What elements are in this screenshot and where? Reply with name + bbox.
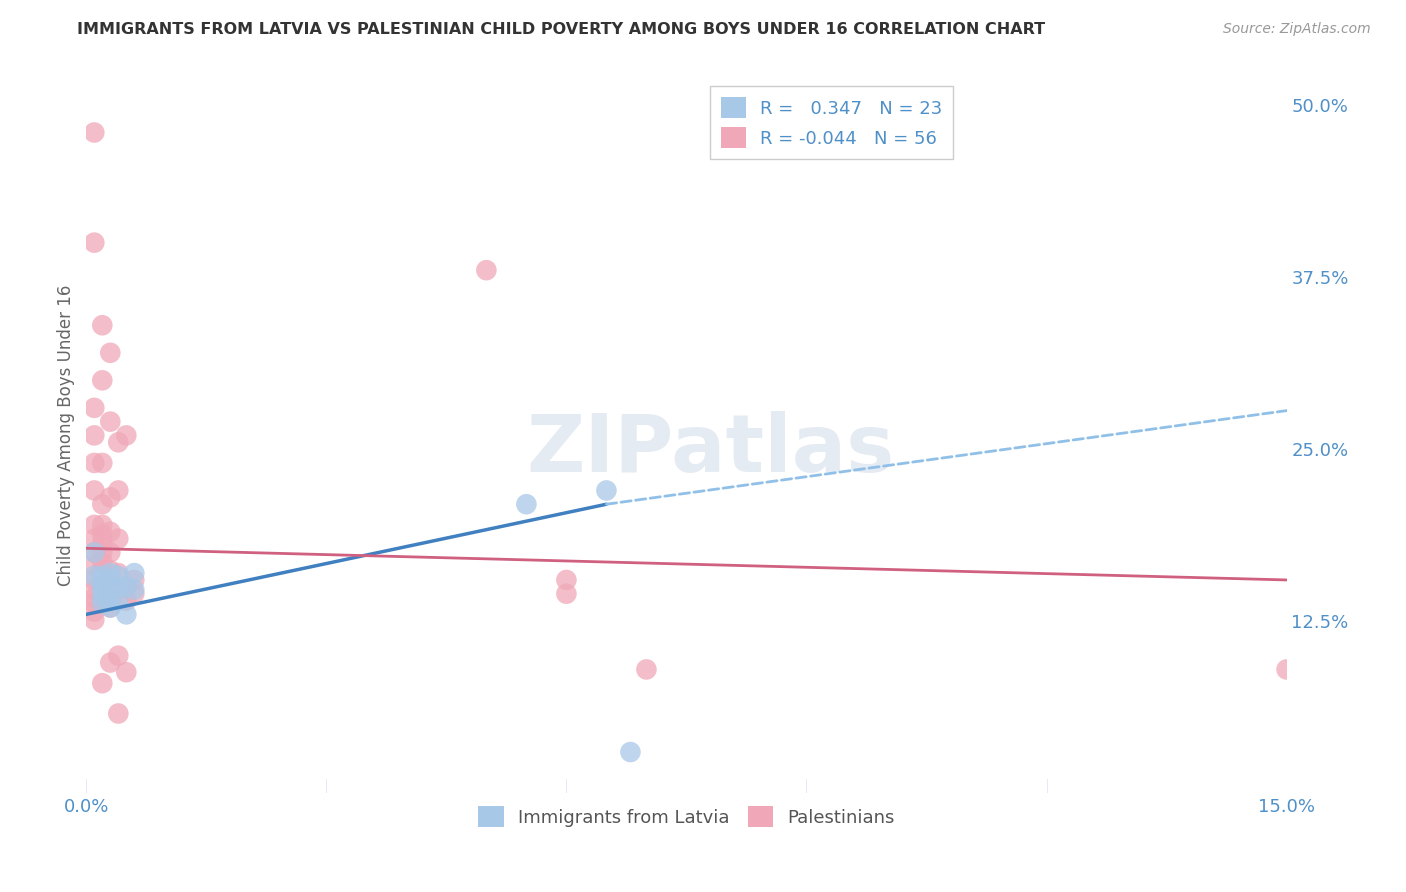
Point bbox=[555, 573, 578, 587]
Point bbox=[98, 600, 121, 615]
Point bbox=[83, 569, 105, 583]
Point bbox=[83, 582, 105, 597]
Point bbox=[98, 656, 121, 670]
Point bbox=[115, 580, 138, 594]
Point bbox=[124, 573, 146, 587]
Point bbox=[107, 582, 129, 597]
Point bbox=[98, 415, 121, 429]
Point bbox=[107, 580, 129, 594]
Text: ZIPatlas: ZIPatlas bbox=[526, 410, 894, 489]
Point bbox=[107, 435, 129, 450]
Point bbox=[91, 563, 114, 577]
Legend: Immigrants from Latvia, Palestinians: Immigrants from Latvia, Palestinians bbox=[471, 799, 901, 834]
Point bbox=[98, 600, 121, 615]
Point bbox=[83, 591, 105, 605]
Point bbox=[83, 517, 105, 532]
Point bbox=[515, 497, 537, 511]
Point bbox=[107, 532, 129, 546]
Point bbox=[91, 517, 114, 532]
Point bbox=[91, 573, 114, 587]
Point bbox=[124, 582, 146, 597]
Point bbox=[124, 587, 146, 601]
Point bbox=[83, 605, 105, 619]
Point bbox=[98, 593, 121, 607]
Point bbox=[83, 613, 105, 627]
Point bbox=[98, 563, 121, 577]
Text: Source: ZipAtlas.com: Source: ZipAtlas.com bbox=[1223, 22, 1371, 37]
Point bbox=[98, 566, 121, 580]
Point bbox=[83, 545, 105, 559]
Point bbox=[107, 566, 129, 580]
Y-axis label: Child Poverty Among Boys Under 16: Child Poverty Among Boys Under 16 bbox=[58, 285, 75, 586]
Point bbox=[83, 483, 105, 498]
Point bbox=[619, 745, 641, 759]
Point bbox=[91, 373, 114, 387]
Point bbox=[107, 706, 129, 721]
Point bbox=[107, 483, 129, 498]
Point bbox=[107, 569, 129, 583]
Point bbox=[83, 428, 105, 442]
Point bbox=[91, 676, 114, 690]
Point bbox=[91, 527, 114, 541]
Point bbox=[91, 580, 114, 594]
Point bbox=[91, 555, 114, 569]
Point bbox=[91, 318, 114, 333]
Point bbox=[83, 126, 105, 140]
Point bbox=[475, 263, 498, 277]
Point bbox=[115, 665, 138, 680]
Point bbox=[83, 456, 105, 470]
Point bbox=[91, 456, 114, 470]
Point bbox=[91, 582, 114, 597]
Point bbox=[91, 596, 114, 610]
Point bbox=[98, 491, 121, 505]
Point bbox=[107, 648, 129, 663]
Point bbox=[115, 607, 138, 622]
Point bbox=[83, 235, 105, 250]
Point bbox=[91, 535, 114, 549]
Point bbox=[83, 559, 105, 574]
Point bbox=[595, 483, 617, 498]
Text: IMMIGRANTS FROM LATVIA VS PALESTINIAN CHILD POVERTY AMONG BOYS UNDER 16 CORRELAT: IMMIGRANTS FROM LATVIA VS PALESTINIAN CH… bbox=[77, 22, 1046, 37]
Point bbox=[91, 569, 114, 583]
Point bbox=[91, 582, 114, 597]
Point bbox=[83, 401, 105, 415]
Point bbox=[98, 582, 121, 597]
Point bbox=[115, 580, 138, 594]
Point bbox=[115, 593, 138, 607]
Point bbox=[98, 545, 121, 559]
Point bbox=[83, 545, 105, 559]
Point bbox=[1275, 662, 1298, 676]
Point bbox=[98, 573, 121, 587]
Point bbox=[91, 590, 114, 604]
Point bbox=[91, 573, 114, 587]
Point bbox=[636, 662, 658, 676]
Point bbox=[107, 593, 129, 607]
Point bbox=[83, 596, 105, 610]
Point bbox=[555, 587, 578, 601]
Point bbox=[83, 573, 105, 587]
Point bbox=[83, 532, 105, 546]
Point bbox=[98, 346, 121, 360]
Point bbox=[98, 524, 121, 539]
Point bbox=[91, 497, 114, 511]
Point bbox=[115, 428, 138, 442]
Point bbox=[91, 545, 114, 559]
Point bbox=[98, 582, 121, 597]
Point bbox=[124, 566, 146, 580]
